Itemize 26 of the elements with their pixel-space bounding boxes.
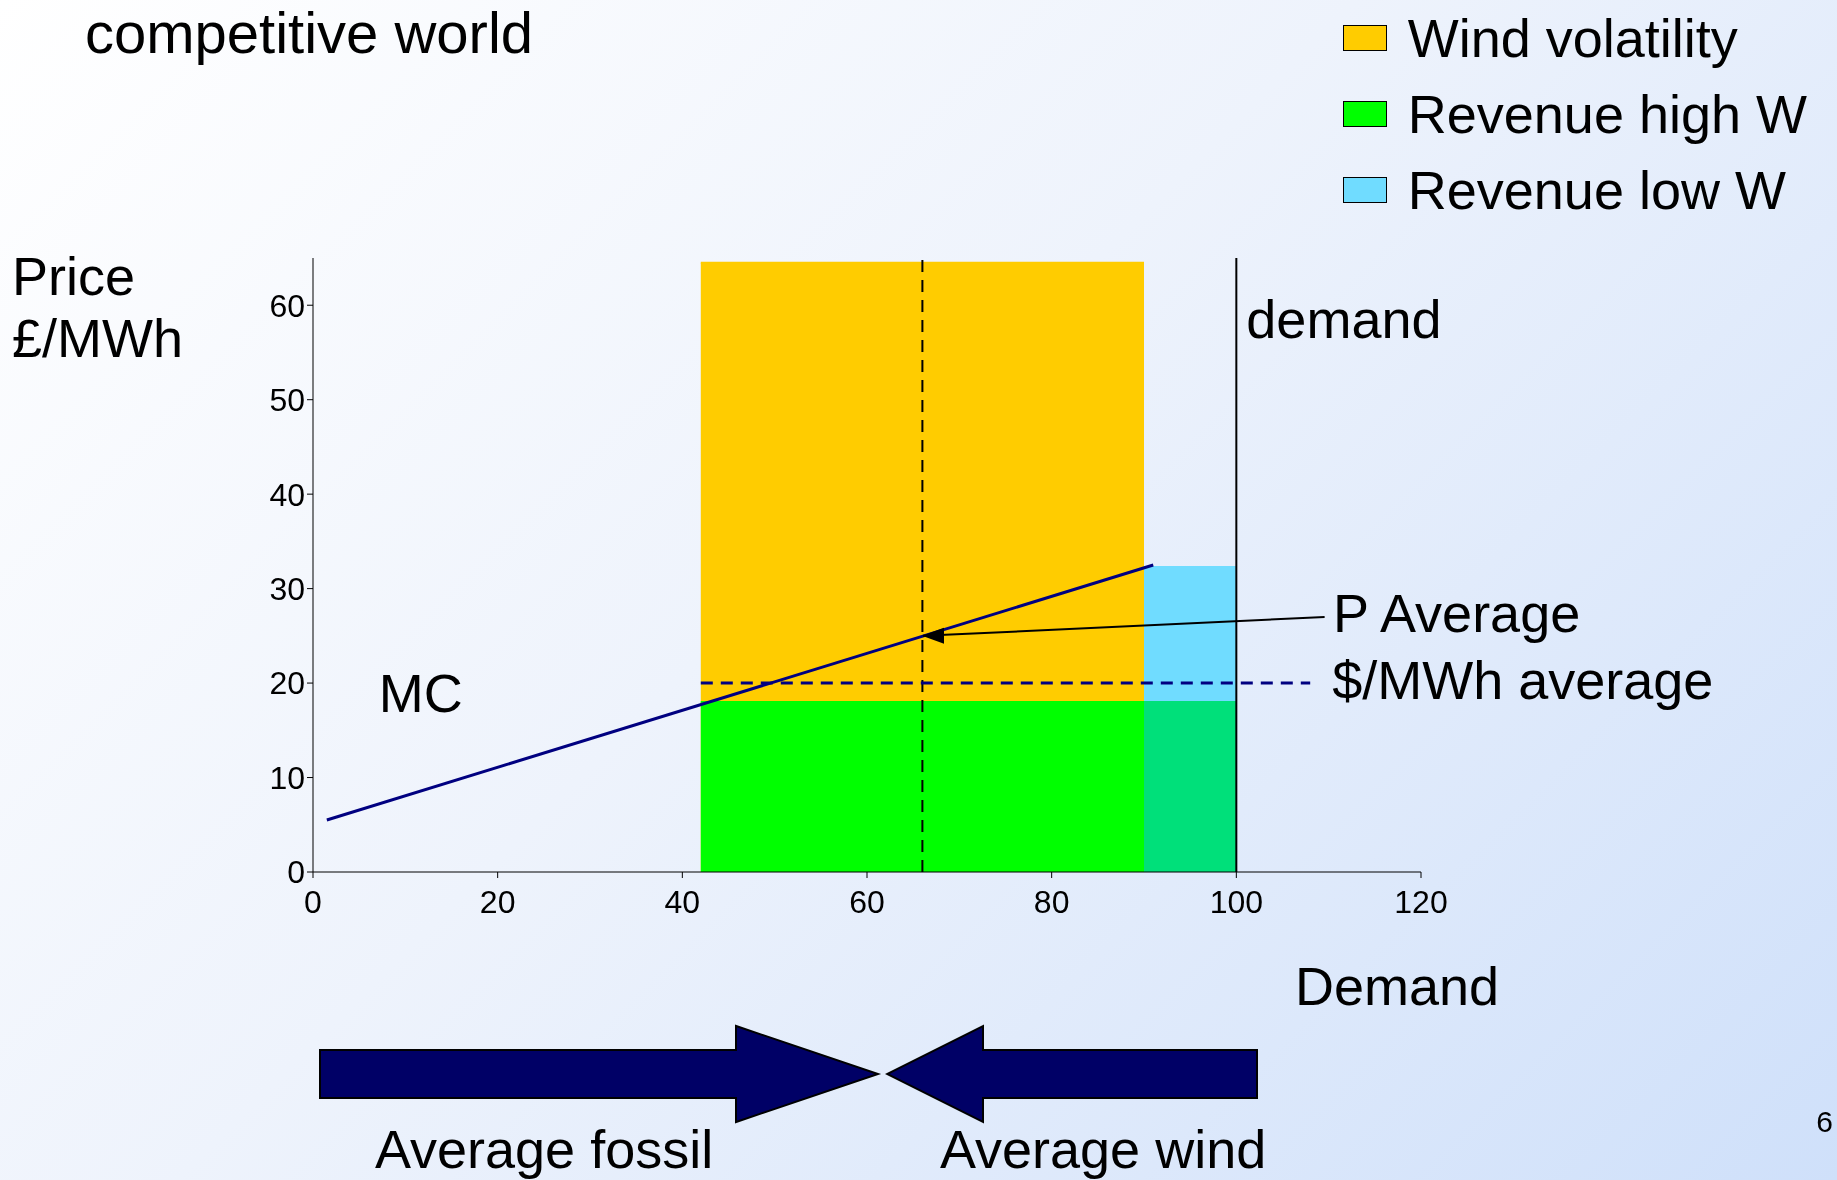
ref-line-label: demand [1246, 289, 1442, 349]
y-axis-title: Price £/MWh [12, 245, 185, 370]
text: 6 [1816, 1105, 1833, 1140]
y-tick-label: 40 [269, 476, 305, 513]
series-label: $/MWh average [1332, 649, 1714, 712]
y-tick-label: 50 [269, 382, 305, 419]
legend-label: Revenue low W [1407, 159, 1786, 221]
x-axis-title: Demand [1295, 955, 1500, 1018]
text: Average fossil [375, 1118, 714, 1180]
y-tick-label: 60 [269, 287, 305, 324]
x-tick-label: 120 [1394, 883, 1448, 920]
y-tick-label: 30 [269, 570, 305, 607]
annotation: P Average [1333, 582, 1581, 645]
x-tick-label: 60 [849, 883, 885, 920]
y-tick-label: 0 [287, 854, 305, 891]
x-tick-label: 100 [1209, 883, 1264, 920]
x-tick-label: 20 [479, 883, 516, 920]
y-tick-label: 10 [269, 759, 305, 796]
x-tick-label: 40 [664, 883, 701, 920]
x-tick-label: 80 [1033, 883, 1070, 920]
legend-label: Revenue high W [1407, 83, 1807, 145]
legend-label: Wind volatility [1407, 7, 1738, 69]
text: Average wind [940, 1118, 1267, 1180]
series-label: MC [378, 661, 463, 724]
y-tick-label: 20 [269, 665, 305, 702]
chart-title: competitive world [85, 0, 534, 67]
